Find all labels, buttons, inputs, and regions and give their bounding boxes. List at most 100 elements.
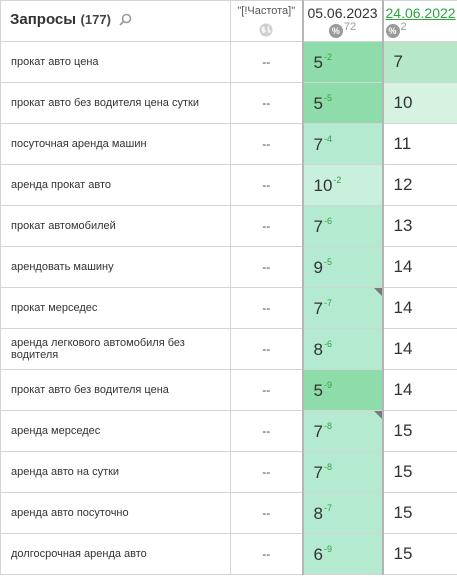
table-row[interactable]: арендовать машину -- 9-5 14 — [0, 246, 457, 288]
search-icon[interactable] — [119, 13, 132, 31]
frequency-value: -- — [230, 41, 303, 83]
position-value: 7 — [313, 216, 323, 236]
position-change: -8 — [323, 420, 332, 431]
position-cell-current[interactable]: 7-8 — [301, 410, 384, 452]
position-value: 5 — [313, 93, 323, 113]
date-column-header-1[interactable]: 05.06.2023 % 72 — [301, 0, 384, 42]
position-change: -9 — [323, 379, 332, 390]
table-row[interactable]: аренда мерседес -- 7-8 15 — [0, 410, 457, 452]
query-text[interactable]: прокат мерседес — [0, 287, 231, 329]
date1-top-count: 72 — [343, 21, 357, 33]
position-cell-previous[interactable]: 15 — [382, 451, 457, 493]
position-value: 15 — [393, 503, 413, 522]
table-row[interactable]: долгосрочная аренда авто -- 6-9 15 — [0, 533, 457, 575]
position-value: 14 — [393, 257, 413, 276]
position-cell-previous[interactable]: 13 — [382, 205, 457, 247]
position-cell-current[interactable]: 10-2 — [301, 164, 384, 206]
table-row[interactable]: прокат авто без водителя цена сутки -- 5-5… — [0, 82, 457, 124]
position-value: 7 — [313, 134, 323, 154]
position-change: -8 — [323, 461, 332, 472]
position-cell-previous[interactable]: 15 — [382, 410, 457, 452]
query-text[interactable]: аренда авто посуточно — [0, 492, 231, 534]
table-row[interactable]: посуточная аренда машин -- 7-4 11 — [0, 123, 457, 165]
query-text[interactable]: аренда прокат авто — [0, 164, 231, 206]
position-value: 9 — [313, 257, 323, 277]
note-corner-marker[interactable] — [373, 288, 382, 296]
frequency-value: -- — [230, 492, 303, 534]
position-cell-current[interactable]: 8-7 — [301, 492, 384, 534]
position-cell-current[interactable]: 9-5 — [301, 246, 384, 288]
position-cell-current[interactable]: 8-6 — [301, 328, 384, 370]
query-text[interactable]: аренда авто на сутки — [0, 451, 231, 493]
frequency-value: -- — [230, 82, 303, 124]
table-row[interactable]: аренда прокат авто -- 10-2 12 — [0, 164, 457, 206]
date1-label: 05.06.2023 — [307, 5, 378, 21]
position-value: 10 — [393, 93, 413, 112]
globe-icon[interactable] — [259, 23, 273, 37]
date2-top-count: 2 — [400, 21, 407, 33]
position-cell-current[interactable]: 7-4 — [301, 123, 384, 165]
frequency-value: -- — [230, 533, 303, 575]
position-value: 5 — [313, 52, 323, 72]
query-text[interactable]: прокат автомобилей — [0, 205, 231, 247]
position-value: 15 — [393, 421, 413, 440]
table-row[interactable]: прокат мерседес -- 7-7 14 — [0, 287, 457, 329]
table-row[interactable]: прокат автомобилей -- 7-6 13 — [0, 205, 457, 247]
position-cell-current[interactable]: 7-8 — [301, 451, 384, 493]
percent-icon[interactable]: % — [385, 24, 400, 38]
position-cell-previous[interactable]: 15 — [382, 533, 457, 575]
queries-title: Запросы — [10, 11, 77, 28]
query-text[interactable]: арендовать машину — [0, 246, 231, 288]
position-cell-previous[interactable]: 12 — [382, 164, 457, 206]
position-cell-current[interactable]: 6-9 — [301, 533, 384, 575]
date2-link[interactable]: 24.06.2022 — [385, 5, 456, 21]
position-value: 5 — [313, 380, 323, 400]
position-change: -6 — [323, 338, 332, 349]
frequency-label: "[!Частота]" — [237, 5, 296, 17]
query-text[interactable]: прокат авто цена — [0, 41, 231, 83]
position-cell-current[interactable]: 5-2 — [301, 41, 384, 83]
position-cell-previous[interactable]: 11 — [382, 123, 457, 165]
table-row[interactable]: прокат авто без водителя цена -- 5-9 14 — [0, 369, 457, 411]
frequency-value: -- — [230, 410, 303, 452]
frequency-value: -- — [230, 164, 303, 206]
table-row[interactable]: прокат авто цена -- 5-2 7 — [0, 41, 457, 83]
position-cell-previous[interactable]: 14 — [382, 287, 457, 329]
position-value: 14 — [393, 380, 413, 399]
position-change: -2 — [323, 51, 332, 62]
percent-icon[interactable]: % — [328, 24, 343, 38]
frequency-value: -- — [230, 451, 303, 493]
position-cell-previous[interactable]: 14 — [382, 328, 457, 370]
query-text[interactable]: прокат авто без водителя цена сутки — [0, 82, 231, 124]
query-text[interactable]: посуточная аренда машин — [0, 123, 231, 165]
table-row[interactable]: аренда авто посуточно -- 8-7 15 — [0, 492, 457, 534]
date-column-header-2[interactable]: 24.06.2022 % 2 — [382, 0, 457, 42]
position-cell-previous[interactable]: 10 — [382, 82, 457, 124]
table-row[interactable]: аренда авто на сутки -- 7-8 15 — [0, 451, 457, 493]
position-change: -6 — [323, 215, 332, 226]
position-cell-current[interactable]: 7-7 — [301, 287, 384, 329]
query-text[interactable]: аренда мерседес — [0, 410, 231, 452]
table-row[interactable]: аренда легкового автомобиля без водителя… — [0, 328, 457, 370]
position-cell-previous[interactable]: 14 — [382, 246, 457, 288]
frequency-value: -- — [230, 205, 303, 247]
position-cell-previous[interactable]: 14 — [382, 369, 457, 411]
queries-header[interactable]: Запросы (177) — [0, 0, 231, 42]
position-change: -7 — [323, 297, 332, 308]
note-corner-marker[interactable] — [373, 411, 382, 419]
query-text[interactable]: долгосрочная аренда авто — [0, 533, 231, 575]
position-value: 6 — [313, 544, 323, 564]
position-value: 10 — [313, 175, 333, 195]
frequency-value: -- — [230, 369, 303, 411]
frequency-value: -- — [230, 328, 303, 370]
frequency-value: -- — [230, 287, 303, 329]
position-cell-previous[interactable]: 7 — [382, 41, 457, 83]
position-cell-current[interactable]: 5-9 — [301, 369, 384, 411]
query-text[interactable]: аренда легкового автомобиля без водителя — [0, 328, 231, 370]
position-cell-current[interactable]: 7-6 — [301, 205, 384, 247]
query-text[interactable]: прокат авто без водителя цена — [0, 369, 231, 411]
position-cell-current[interactable]: 5-5 — [301, 82, 384, 124]
queries-count: (177) — [80, 12, 111, 27]
frequency-header[interactable]: "[!Частота]" — [230, 0, 303, 42]
position-cell-previous[interactable]: 15 — [382, 492, 457, 534]
